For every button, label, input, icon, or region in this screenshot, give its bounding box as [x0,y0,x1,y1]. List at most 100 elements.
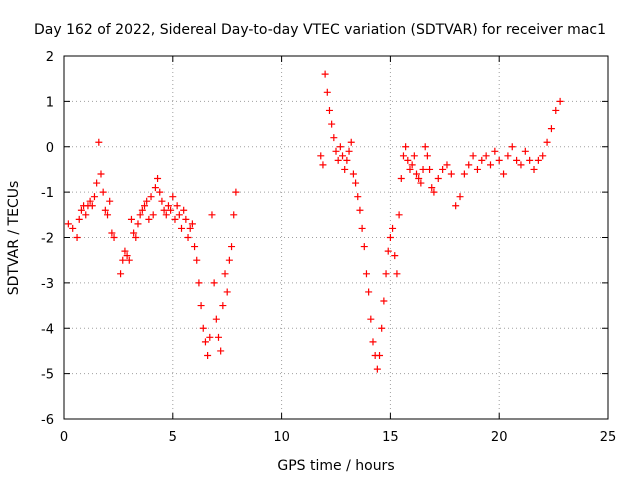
data-point [162,211,170,219]
data-point [482,152,490,160]
y-tick-label: -3 [41,277,54,292]
data-point [534,156,542,164]
data-point [188,220,196,228]
data-point [495,156,503,164]
data-point [428,184,436,192]
data-point [123,252,131,260]
data-point [158,197,166,205]
data-point [373,365,381,373]
data-point [317,152,325,160]
data-point [362,270,370,278]
x-tick-label: 20 [491,430,508,445]
data-point [443,161,451,169]
data-point [417,179,425,187]
data-point [69,224,77,232]
data-point [478,156,486,164]
data-point [132,234,140,241]
data-point [171,215,179,223]
data-point [90,193,98,201]
data-point [460,170,468,178]
data-point [397,175,405,183]
data-point [204,351,212,359]
data-point [110,234,118,241]
data-point [108,229,116,237]
data-point [232,188,240,196]
data-point [402,143,410,151]
data-point [354,193,362,201]
data-point [421,143,429,151]
data-point [186,224,194,232]
data-point [214,333,222,341]
data-point [399,152,407,160]
y-tick-label: 1 [46,95,54,110]
data-point [160,206,168,214]
data-point [141,202,149,210]
data-point [434,175,442,183]
data-point [178,224,186,232]
data-point [452,202,460,210]
x-tick-label: 25 [600,430,617,445]
data-point [378,324,386,332]
data-point [486,161,494,169]
data-point [201,338,209,346]
data-point [380,297,388,305]
data-point [134,220,142,228]
data-point [521,147,529,155]
data-point [206,333,214,341]
data-point [147,193,155,201]
chart-title: Day 162 of 2022, Sidereal Day-to-day VTE… [34,22,606,38]
data-point [182,215,190,223]
data-point [393,270,401,278]
data-point [210,279,218,287]
data-point [556,97,564,105]
data-point [88,202,96,210]
data-point [491,147,499,155]
data-point [97,170,105,178]
data-point [121,247,129,255]
data-point [167,206,175,214]
data-point [360,243,368,251]
data-point [195,279,203,287]
data-point [426,165,434,173]
y-tick-label: -2 [41,232,54,247]
data-point [349,170,357,178]
data-point [341,165,349,173]
data-point [164,202,172,210]
data-point [547,125,555,133]
data-point [73,234,81,241]
data-point [145,215,153,223]
data-point [419,165,427,173]
data-point [149,211,157,219]
y-tick-label: -5 [41,368,54,383]
data-point [336,143,344,151]
y-tick-label: -6 [41,413,54,428]
data-point [223,288,231,296]
data-point [413,170,421,178]
x-tick-label: 0 [60,430,68,445]
x-axis-label: GPS time / hours [277,458,394,474]
data-point [543,138,551,146]
data-point [86,197,94,205]
data-point [347,138,355,146]
data-point [384,247,392,255]
data-point [106,197,114,205]
data-point [404,156,412,164]
data-point [175,211,183,219]
data-point [130,229,138,237]
data-point [221,270,229,278]
data-point [430,188,438,196]
data-point [217,347,225,355]
data-point [125,256,133,264]
data-point [151,184,159,192]
x-axis: 0 5 10 15 20 25 [60,56,616,445]
data-point [191,243,199,251]
data-points [64,70,564,373]
data-point [64,220,72,228]
data-point [391,252,399,260]
data-point [456,193,464,201]
data-point [395,211,403,219]
data-point [169,193,177,201]
x-tick-label: 15 [382,430,399,445]
